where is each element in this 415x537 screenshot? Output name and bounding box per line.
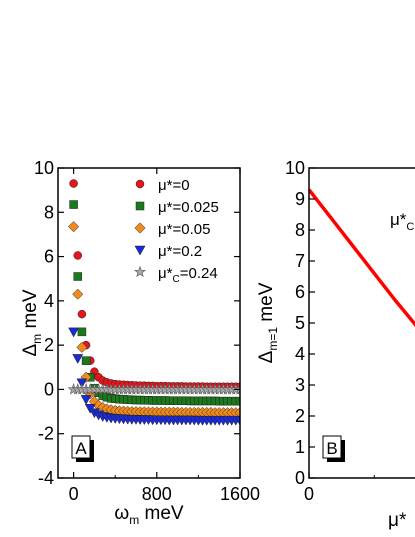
panel-b-ylabel-main: Δ	[256, 350, 277, 363]
panel-b-annotation-sub: C	[406, 221, 414, 233]
panel-a-ylabel-main: Δ	[20, 344, 41, 357]
y-tick-label: 9	[295, 189, 305, 209]
legend-label-main: μ*	[158, 243, 173, 260]
y-tick-label: -2	[38, 424, 54, 444]
legend-marker	[134, 222, 146, 234]
legend-label: μ*=0.05	[158, 221, 210, 238]
panel-b-label-text: B	[326, 439, 337, 458]
legend-label-value: =0.025	[172, 199, 218, 216]
data-point	[73, 251, 83, 260]
y-tick-label: 8	[295, 220, 305, 240]
legend-label-value: =0.05	[172, 221, 210, 238]
y-tick-label: 4	[44, 291, 54, 311]
legend-label-value: =0.24	[180, 265, 218, 282]
legend-label-value: =0.2	[172, 243, 202, 260]
panel-a-xlabel-main: ω	[114, 503, 129, 524]
legend-label-main: μ*	[158, 221, 173, 238]
y-tick-label: 8	[44, 202, 54, 222]
legend-label-main: μ*	[158, 199, 173, 216]
panel-b-label: B	[322, 435, 345, 462]
data-point	[77, 309, 87, 319]
legend-label-value: =0	[172, 177, 189, 194]
y-tick-label: 7	[295, 251, 305, 271]
data-point	[73, 272, 83, 281]
series-1	[69, 200, 240, 406]
y-tick-label: 5	[295, 313, 305, 333]
data-point	[72, 354, 84, 364]
legend-label: μ*=0	[158, 177, 190, 194]
panel-b-ylabel: Δm=1 meV	[256, 282, 280, 363]
panel-b-annotation-main: μ*	[390, 210, 407, 229]
data-point	[69, 179, 78, 188]
series-3	[68, 327, 240, 426]
y-tick-label: 6	[295, 282, 305, 302]
legend-label-main: μ*	[158, 177, 173, 194]
legend-marker	[135, 179, 145, 189]
y-tick-label: 1	[295, 437, 305, 457]
legend-label-main: μ*	[158, 265, 173, 282]
x-tick-label: 800	[142, 484, 172, 504]
data-point	[80, 395, 92, 405]
panel-a-ylabel: Δm meV	[20, 289, 44, 356]
data-point	[72, 288, 84, 300]
data-point	[235, 396, 240, 406]
y-tick-label: 10	[34, 158, 54, 178]
data-point	[234, 415, 240, 426]
data-point	[76, 341, 88, 353]
panel-a-xlabel-unit: meV	[139, 503, 184, 524]
panel-b-ylabel-sub: m=1	[266, 327, 280, 351]
data-point	[80, 371, 92, 383]
panel-a-xlabel-sub: m	[129, 513, 139, 527]
panel-a-label-text: A	[75, 439, 87, 458]
x-tick-label: 1600	[220, 484, 260, 504]
legend-label: μ*=0.2	[158, 243, 202, 260]
panel-b-ylabel-unit: meV	[256, 282, 277, 327]
y-tick-label: 10	[285, 158, 305, 178]
panel-a-ylabel-sub: m	[30, 334, 44, 344]
x-tick-label: 0	[304, 484, 314, 504]
legend-label: μ*=0.025	[158, 199, 219, 216]
data-point	[77, 327, 87, 337]
panel-b-xlabel: μ*	[388, 510, 407, 531]
y-tick-label: 2	[295, 406, 305, 426]
panel-a-frame	[57, 167, 241, 479]
panel-a-label: A	[71, 435, 94, 462]
legend-entry: μ*=0.05	[134, 221, 210, 238]
data-point	[69, 200, 78, 209]
panel-b: 01234567891000.12 μ*C B Δm=1 meV μ*	[256, 158, 415, 531]
legend-entry: μ*=0.025	[135, 199, 219, 216]
y-tick-label: 3	[295, 375, 305, 395]
y-tick-label: 6	[44, 247, 54, 267]
panel-b-annotation: μ*C	[390, 210, 414, 233]
legend-label-sub: C	[172, 274, 179, 285]
y-tick-label: 0	[44, 379, 54, 399]
data-point	[81, 356, 91, 365]
series-2	[68, 221, 240, 419]
y-tick-label: 2	[44, 335, 54, 355]
data-point	[68, 221, 80, 233]
y-tick-label: 0	[295, 468, 305, 488]
y-tick-label: -4	[38, 468, 54, 488]
data-point	[234, 407, 240, 419]
legend-marker	[134, 265, 146, 278]
legend-label: μ*C=0.24	[158, 265, 218, 285]
panel-a-xlabel: ωm meV	[114, 503, 184, 527]
legend-marker	[134, 245, 146, 256]
data-point	[68, 327, 80, 338]
legend-entry: μ*C=0.24	[134, 265, 218, 285]
x-tick-label: 0	[69, 484, 79, 504]
y-tick-label: 4	[295, 344, 305, 364]
series-line-0	[309, 188, 415, 328]
legend-entry: μ*=0.2	[134, 243, 202, 260]
legend-marker	[135, 201, 145, 211]
series-4	[67, 383, 240, 395]
panel-a-ylabel-unit: meV	[20, 289, 41, 334]
legend-entry: μ*=0	[135, 177, 190, 194]
